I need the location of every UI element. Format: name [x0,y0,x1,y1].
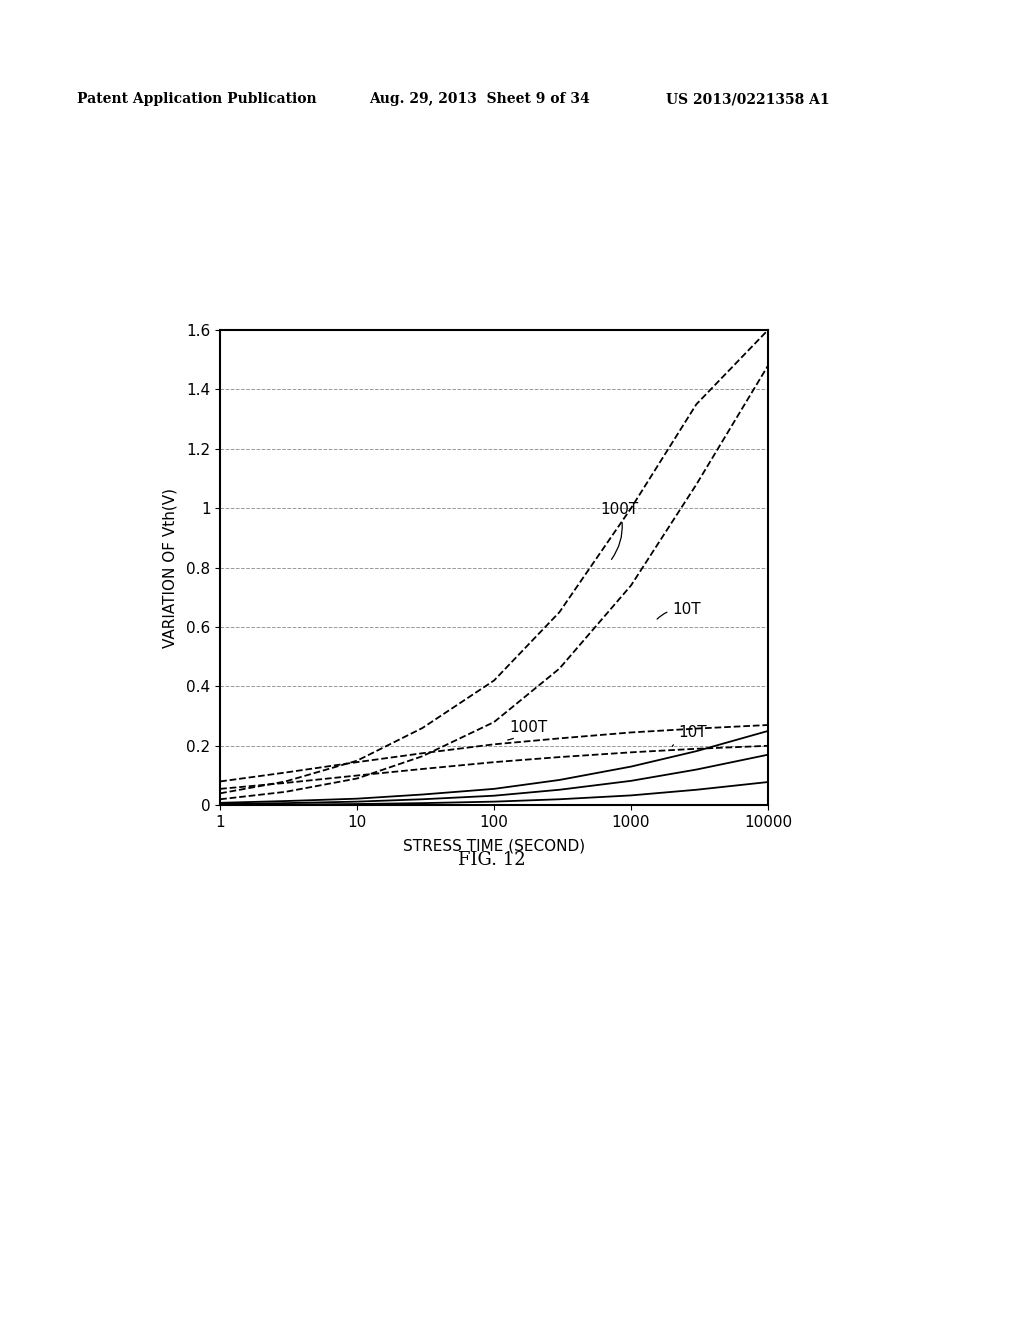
Text: 100T: 100T [508,719,548,741]
Text: 10T: 10T [657,602,700,619]
Text: US 2013/0221358 A1: US 2013/0221358 A1 [666,92,829,107]
Y-axis label: VARIATION OF Vth(V): VARIATION OF Vth(V) [163,487,178,648]
Text: 100T: 100T [601,502,639,560]
Text: Aug. 29, 2013  Sheet 9 of 34: Aug. 29, 2013 Sheet 9 of 34 [369,92,590,107]
Text: FIG. 12: FIG. 12 [458,851,525,870]
X-axis label: STRESS TIME (SECOND): STRESS TIME (SECOND) [403,838,585,853]
Text: 10T: 10T [673,726,707,746]
Text: Patent Application Publication: Patent Application Publication [77,92,316,107]
